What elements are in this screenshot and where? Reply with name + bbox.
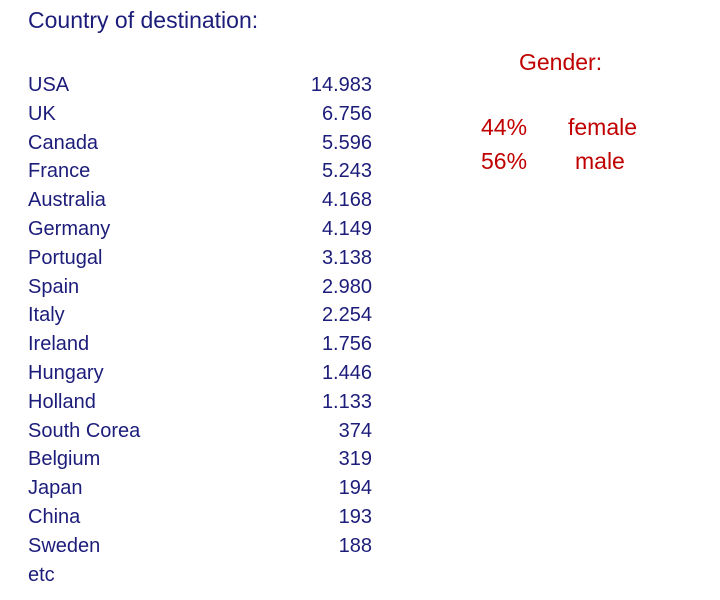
country-name: Australia	[28, 189, 106, 212]
country-name: Hungary	[28, 362, 104, 384]
country-value: 2.980	[321, 275, 372, 298]
country-name: UK	[28, 102, 56, 125]
country-name: Holland	[28, 390, 96, 413]
country-name: China	[28, 506, 81, 528]
country-value: 4.149	[321, 218, 372, 240]
country-name: France	[28, 160, 91, 183]
country-name: South Corea	[28, 419, 141, 442]
country-value: 319	[338, 448, 372, 471]
country-name: Ireland	[28, 333, 90, 356]
country-value: 374	[338, 419, 372, 442]
country-value: 2.254	[321, 304, 372, 327]
country-name: Japan	[28, 477, 83, 500]
country-name: Germany	[28, 218, 111, 240]
country-value: 14.983	[310, 74, 372, 96]
country-value: 3.138	[321, 246, 372, 269]
gender-percent: 56%	[481, 148, 528, 174]
country-name: Canada	[28, 131, 99, 154]
country-value: 5.596	[321, 131, 372, 154]
country-value: 1.756	[321, 333, 372, 356]
country-name: Spain	[28, 275, 80, 298]
country-name: etc	[28, 563, 55, 586]
gender-title: Gender:	[519, 49, 603, 75]
country-name: Italy	[28, 304, 65, 327]
country-name: Portugal	[28, 246, 103, 269]
country-value: 188	[338, 534, 372, 557]
country-name: USA	[28, 74, 70, 96]
country-name: Sweden	[28, 534, 101, 557]
gender-label: female	[568, 114, 638, 140]
country-value: 1.446	[321, 362, 372, 384]
country-value: 6.756	[321, 102, 372, 125]
country-value: 5.243	[321, 160, 372, 183]
gender-percent: 44%	[481, 114, 528, 140]
gender-label: male	[575, 148, 625, 174]
country-value: 194	[338, 477, 372, 500]
country-value: 193	[338, 506, 372, 528]
title: Country of destination:	[28, 7, 259, 33]
country-value: 4.168	[321, 189, 372, 212]
country-name: Belgium	[28, 448, 101, 471]
country-value: 1.133	[321, 390, 372, 413]
